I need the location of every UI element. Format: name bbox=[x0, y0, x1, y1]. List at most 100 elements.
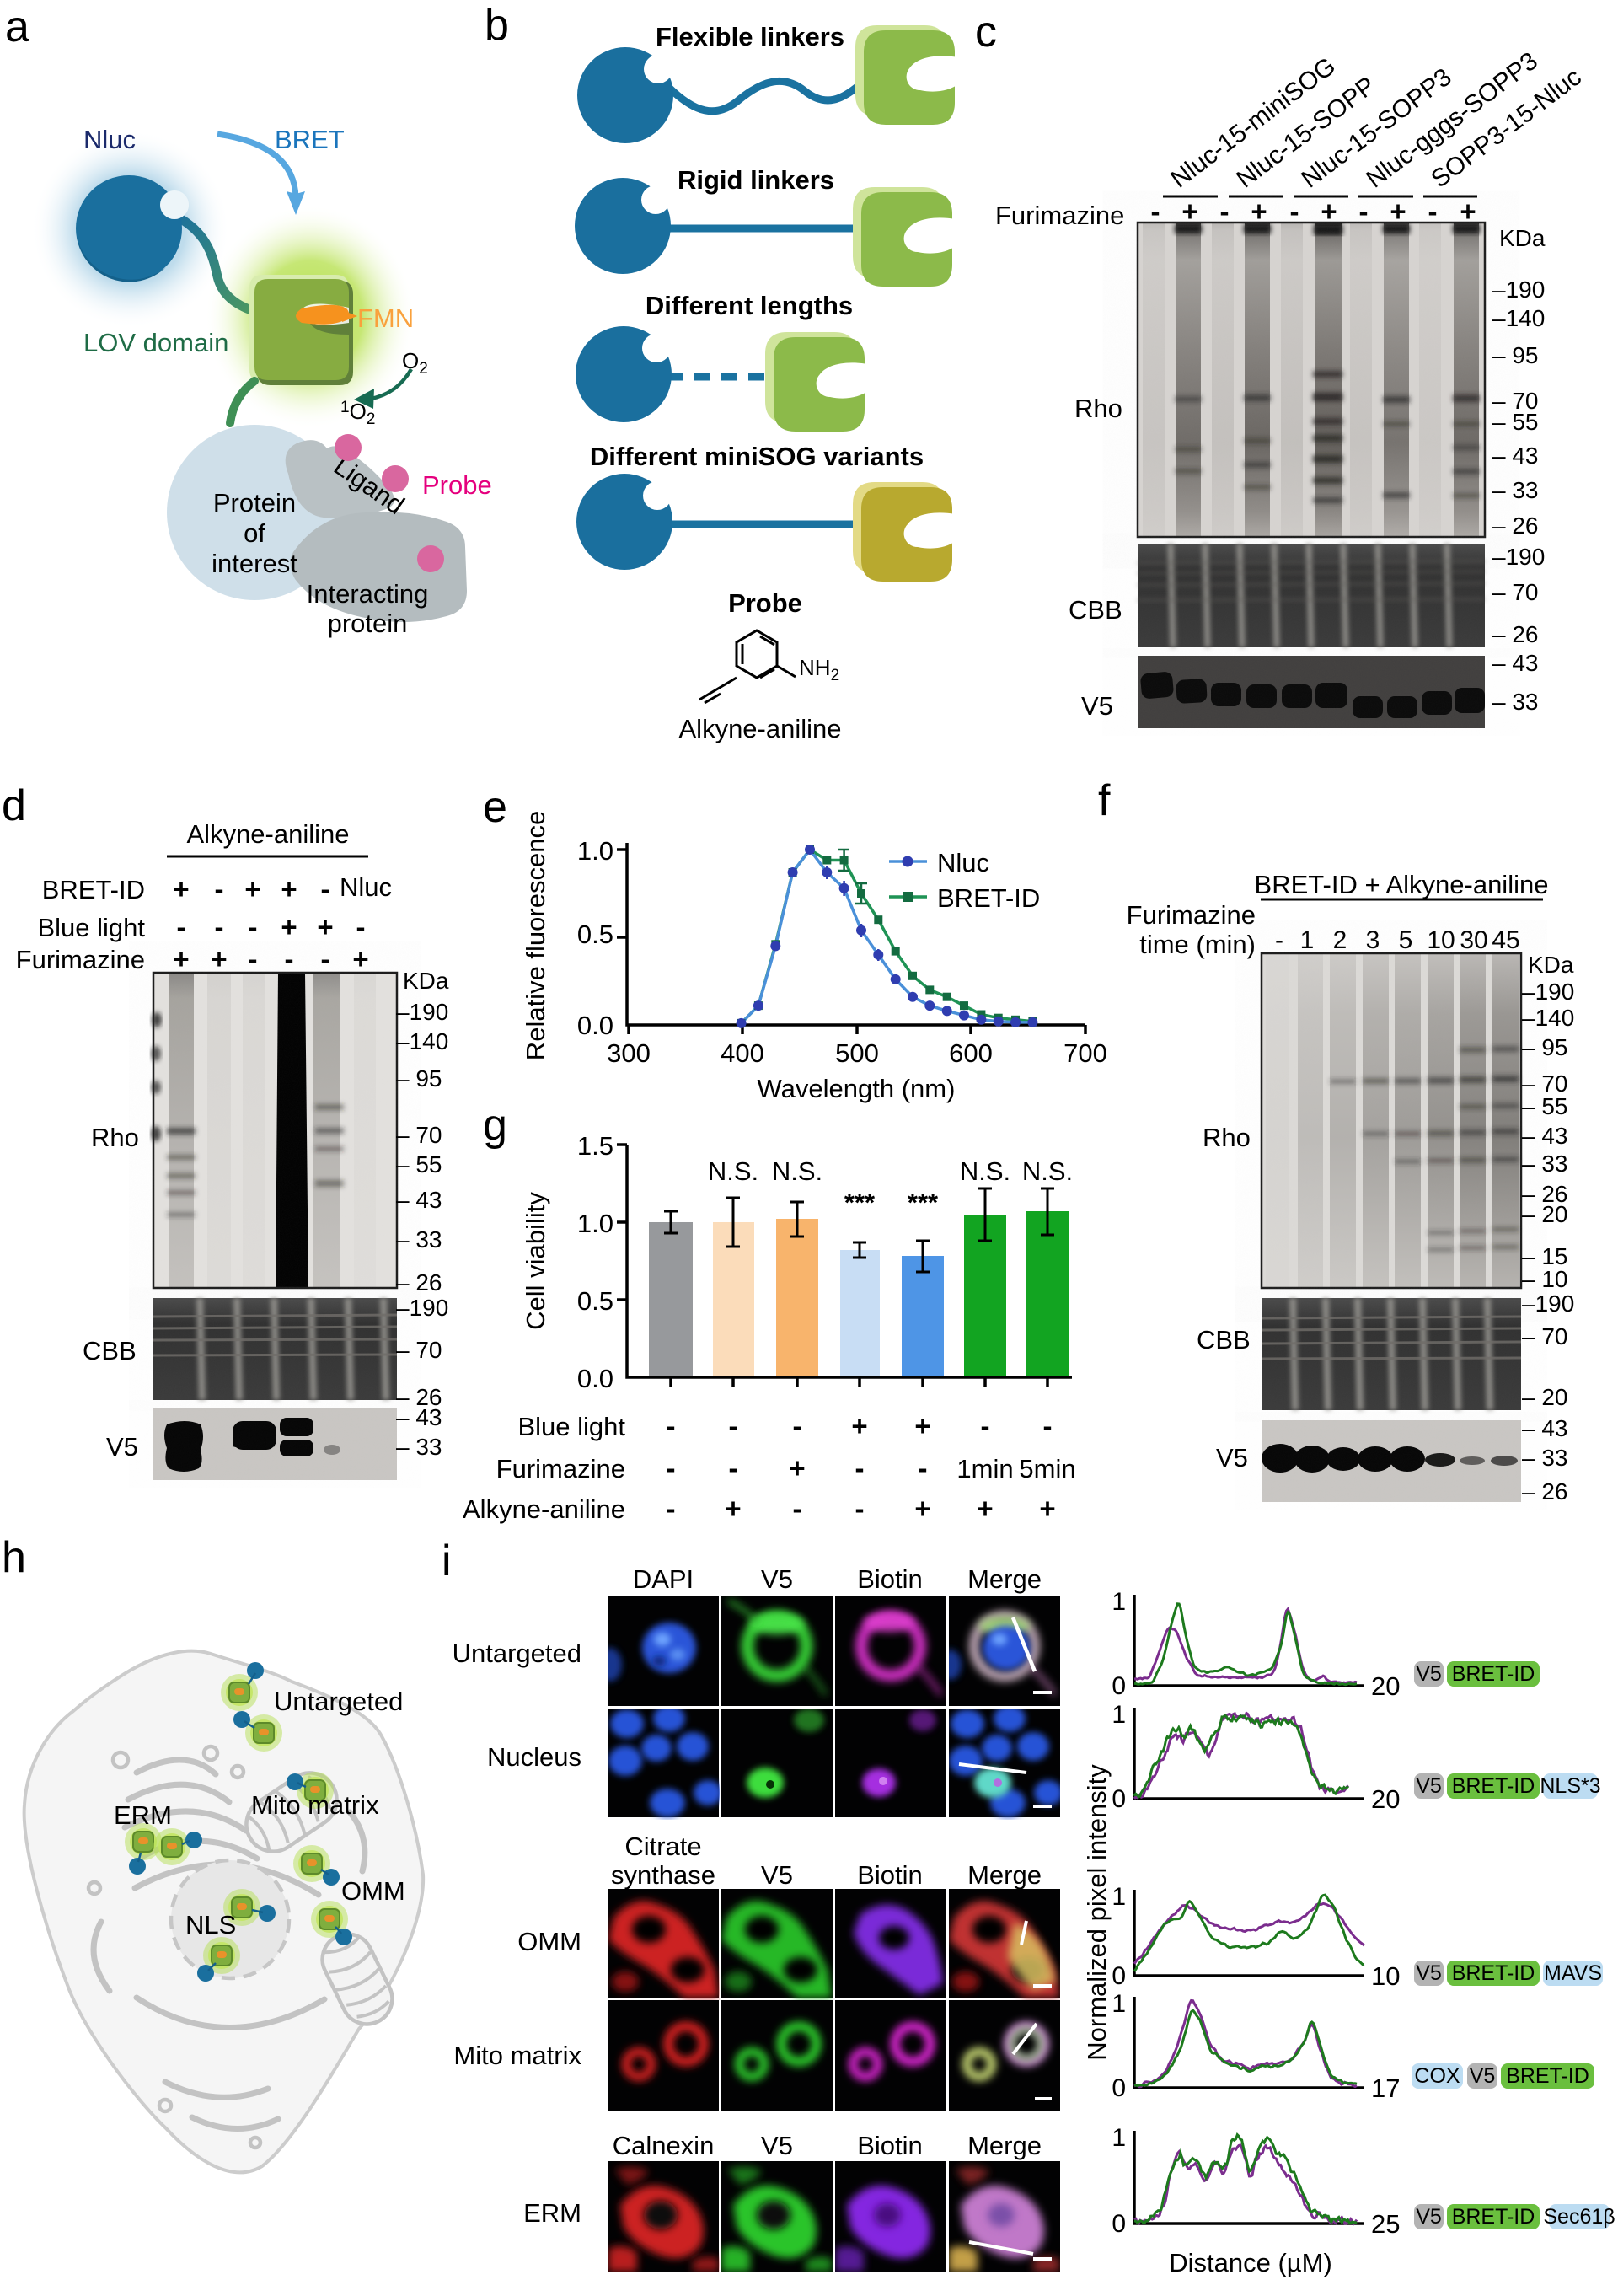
svg-text:–190: –190 bbox=[1522, 1290, 1574, 1317]
svg-text:-: - bbox=[667, 1493, 676, 1524]
svg-text:–140: –140 bbox=[1522, 1005, 1574, 1031]
svg-text:BRET-ID: BRET-ID bbox=[1452, 1961, 1535, 1985]
svg-text:Citrate: Citrate bbox=[624, 1832, 701, 1861]
svg-text:0: 0 bbox=[1112, 1672, 1126, 1700]
svg-text:–140: –140 bbox=[396, 1028, 448, 1054]
svg-text:1: 1 bbox=[1300, 926, 1315, 954]
svg-text:-: - bbox=[356, 911, 366, 942]
svg-text:-: - bbox=[249, 943, 258, 974]
svg-text:Probe: Probe bbox=[422, 470, 492, 500]
svg-text:300: 300 bbox=[607, 1038, 651, 1068]
svg-text:1: 1 bbox=[1112, 1990, 1126, 2018]
svg-text:-: - bbox=[667, 1410, 676, 1441]
svg-text:2: 2 bbox=[1333, 926, 1347, 954]
svg-text:– 26: – 26 bbox=[1492, 512, 1539, 539]
svg-text:Blue light: Blue light bbox=[517, 1412, 625, 1441]
svg-text:V5: V5 bbox=[761, 1860, 793, 1890]
svg-text:+: + bbox=[914, 1410, 930, 1441]
svg-text:+: + bbox=[173, 943, 189, 974]
svg-text:-: - bbox=[249, 911, 258, 942]
svg-text:-: - bbox=[1220, 196, 1230, 227]
svg-text:Rho: Rho bbox=[1074, 394, 1122, 423]
svg-text:+: + bbox=[281, 873, 297, 904]
svg-text:-: - bbox=[981, 1410, 990, 1441]
svg-text:Probe: Probe bbox=[728, 588, 802, 618]
svg-text:BRET: BRET bbox=[275, 125, 345, 154]
svg-text:Cell viability: Cell viability bbox=[521, 1192, 550, 1330]
svg-text:– 33: – 33 bbox=[396, 1434, 442, 1460]
svg-text:1: 1 bbox=[1112, 1883, 1126, 1911]
svg-text:+: + bbox=[211, 943, 227, 974]
svg-text:700: 700 bbox=[1063, 1038, 1107, 1068]
svg-text:1.0: 1.0 bbox=[577, 1209, 613, 1238]
svg-text:V5: V5 bbox=[1416, 1774, 1442, 1798]
svg-text:-: - bbox=[285, 943, 294, 974]
svg-text:– 55: – 55 bbox=[1522, 1093, 1568, 1119]
svg-text:Rigid linkers: Rigid linkers bbox=[678, 165, 834, 195]
svg-text:– 43: – 43 bbox=[1492, 650, 1539, 676]
svg-text:+: + bbox=[725, 1493, 741, 1524]
svg-text:5: 5 bbox=[1399, 926, 1413, 954]
svg-text:BRET-ID: BRET-ID bbox=[1452, 1774, 1535, 1798]
svg-text:Nluc: Nluc bbox=[83, 125, 136, 154]
svg-text:V5: V5 bbox=[1416, 1662, 1442, 1686]
svg-text:N.S.: N.S. bbox=[772, 1156, 822, 1186]
svg-text:Flexible linkers: Flexible linkers bbox=[656, 22, 844, 51]
svg-text:Untargeted: Untargeted bbox=[274, 1687, 403, 1716]
svg-text:Different miniSOG variants: Different miniSOG variants bbox=[590, 442, 924, 471]
svg-text:***: *** bbox=[908, 1188, 939, 1217]
svg-text:+: + bbox=[244, 873, 260, 904]
svg-text:0: 0 bbox=[1112, 1962, 1126, 1990]
svg-text:Wavelength (nm): Wavelength (nm) bbox=[758, 1074, 956, 1103]
svg-text:Nucleus: Nucleus bbox=[487, 1742, 581, 1772]
svg-text:-: - bbox=[1290, 196, 1299, 227]
svg-text:Furimazine: Furimazine bbox=[1127, 900, 1256, 930]
svg-text:20: 20 bbox=[1371, 1671, 1400, 1701]
svg-text:0.0: 0.0 bbox=[577, 1364, 613, 1393]
svg-text:– 26: – 26 bbox=[396, 1384, 442, 1410]
svg-text:Furimazine: Furimazine bbox=[995, 201, 1124, 230]
svg-text:Sec61β: Sec61β bbox=[1543, 2205, 1615, 2229]
svg-text:400: 400 bbox=[721, 1038, 764, 1068]
svg-text:ERM: ERM bbox=[114, 1800, 172, 1830]
svg-text:Different lengths: Different lengths bbox=[646, 291, 853, 320]
svg-text:NLS*3: NLS*3 bbox=[1540, 1774, 1600, 1798]
svg-text:Blue light: Blue light bbox=[37, 913, 145, 942]
svg-text:BRET-ID: BRET-ID bbox=[42, 875, 145, 904]
svg-text:-: - bbox=[729, 1410, 738, 1441]
svg-text:Biotin: Biotin bbox=[857, 1860, 923, 1890]
svg-text:Merge: Merge bbox=[967, 1860, 1042, 1890]
svg-text:–190: –190 bbox=[1492, 544, 1545, 570]
svg-text:0.5: 0.5 bbox=[577, 1286, 613, 1316]
svg-text:Mito matrix: Mito matrix bbox=[251, 1790, 379, 1820]
svg-text:– 95: – 95 bbox=[1522, 1034, 1568, 1060]
svg-text:V5: V5 bbox=[1216, 1443, 1248, 1473]
svg-text:Rho: Rho bbox=[1203, 1123, 1251, 1152]
svg-text:-: - bbox=[793, 1410, 802, 1441]
svg-text:V5: V5 bbox=[761, 1564, 793, 1594]
svg-text:– 70: – 70 bbox=[1522, 1323, 1568, 1349]
svg-text:V5: V5 bbox=[106, 1432, 138, 1462]
svg-text:Alkyne-aniline: Alkyne-aniline bbox=[187, 819, 350, 849]
svg-text:DAPI: DAPI bbox=[633, 1564, 694, 1594]
svg-text:Calnexin: Calnexin bbox=[613, 2131, 715, 2160]
svg-text:– 70: – 70 bbox=[1492, 388, 1539, 414]
svg-text:OMM: OMM bbox=[341, 1876, 405, 1906]
svg-text:CBB: CBB bbox=[1069, 595, 1122, 625]
svg-text:V5: V5 bbox=[1081, 691, 1113, 721]
svg-text:ERM: ERM bbox=[523, 2198, 581, 2228]
svg-text:Protein: Protein bbox=[213, 488, 296, 518]
svg-text:– 15: – 15 bbox=[1522, 1243, 1568, 1269]
svg-text:V5: V5 bbox=[1416, 1961, 1442, 1985]
svg-text:– 43: – 43 bbox=[396, 1187, 442, 1213]
svg-text:-: - bbox=[793, 1493, 802, 1524]
svg-text:0.0: 0.0 bbox=[577, 1011, 613, 1040]
svg-text:0: 0 bbox=[1112, 2074, 1126, 2102]
svg-text:BRET-ID: BRET-ID bbox=[937, 883, 1040, 913]
svg-text:-: - bbox=[215, 911, 224, 942]
svg-text:20: 20 bbox=[1371, 1784, 1400, 1814]
svg-text:– 70: – 70 bbox=[396, 1337, 442, 1363]
svg-text:-: - bbox=[215, 873, 224, 904]
svg-text:0.5: 0.5 bbox=[577, 920, 613, 949]
svg-text:+: + bbox=[851, 1410, 867, 1441]
